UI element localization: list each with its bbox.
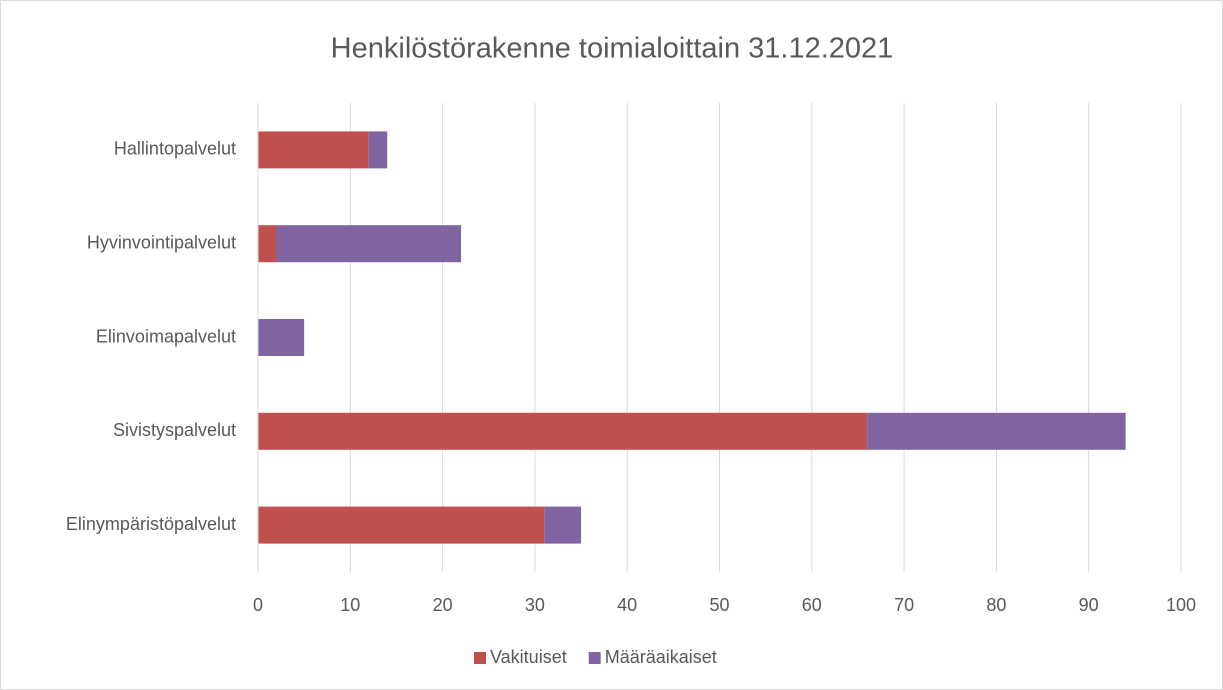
y-tick-label: Hyvinvointipalvelut	[87, 232, 236, 252]
x-tick-label: 70	[894, 595, 914, 615]
x-tick-label: 30	[525, 595, 545, 615]
y-tick-label: Hallintopalvelut	[114, 139, 236, 159]
x-tick-label: 40	[617, 595, 637, 615]
x-tick-label: 10	[340, 595, 360, 615]
legend-swatch	[588, 652, 601, 664]
x-tick-label: 100	[1166, 595, 1196, 615]
y-tick-label: Elinvoimapalvelut	[96, 326, 236, 346]
x-tick-label: 0	[253, 595, 263, 615]
y-tick-label: Sivistyspalvelut	[113, 420, 236, 440]
x-tick-label: 50	[709, 595, 729, 615]
x-tick-label: 20	[433, 595, 453, 615]
legend-label: Vakituiset	[490, 647, 567, 667]
bar	[258, 131, 369, 169]
x-tick-label: 80	[986, 595, 1006, 615]
bar	[258, 506, 545, 544]
x-tick-label: 90	[1079, 595, 1099, 615]
bar	[276, 225, 462, 263]
bar	[258, 319, 305, 356]
y-tick-label: Elinympäristöpalvelut	[66, 514, 236, 534]
legend-label: Määräaikaiset	[605, 647, 717, 667]
bar	[544, 506, 582, 544]
legend-swatch	[474, 652, 486, 664]
bar	[368, 131, 388, 169]
x-tick-label: 60	[802, 595, 822, 615]
bar	[258, 412, 868, 450]
chart-title: Henkilöstörakenne toimialoittain 31.12.2…	[331, 33, 894, 65]
bar	[258, 225, 277, 263]
bar	[867, 412, 1126, 450]
